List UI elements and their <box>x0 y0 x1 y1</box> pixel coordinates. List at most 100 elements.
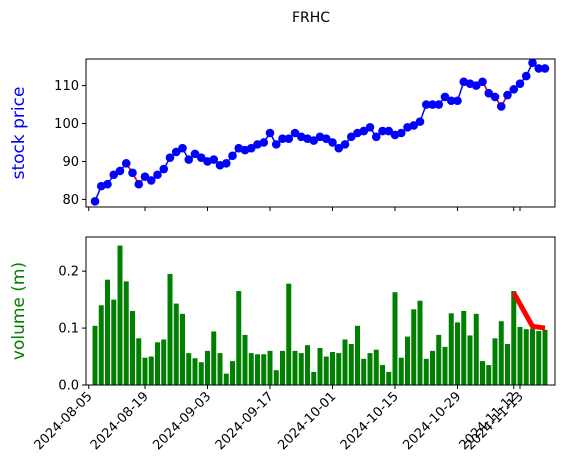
volume-bar <box>242 334 248 385</box>
price-point <box>178 143 187 153</box>
volume-bar <box>123 281 129 385</box>
price-point <box>428 100 437 109</box>
price-point <box>415 117 425 126</box>
price-point <box>209 155 219 164</box>
volume-bar <box>136 338 142 385</box>
volume-bar <box>473 313 479 385</box>
volume-bar <box>480 361 485 385</box>
x-tick-label: 2024-09-03 <box>150 389 214 453</box>
price-point <box>421 100 431 109</box>
volume-bar <box>492 338 498 385</box>
volume-bar <box>167 274 173 385</box>
price-point <box>440 92 450 102</box>
price-point <box>134 179 144 189</box>
chart-title: FRHC <box>292 10 330 26</box>
price-point <box>509 85 519 94</box>
price-point <box>309 136 319 145</box>
volume-bar <box>386 371 392 385</box>
volume-bar <box>198 362 204 385</box>
price-point <box>278 134 287 143</box>
volume-bar <box>361 358 367 385</box>
volume-bar <box>236 291 242 385</box>
price-point <box>478 77 487 87</box>
price-down-segment <box>125 162 146 186</box>
volume-bar <box>105 279 110 385</box>
volume-bar <box>542 329 548 385</box>
volume-y-tick-label: 0.1 <box>58 322 79 337</box>
price-point <box>121 159 131 168</box>
volume-bar <box>273 370 279 385</box>
x-tick-label: 2024-11-13 <box>463 389 527 453</box>
volume-bar <box>467 335 473 385</box>
volume-bar <box>505 344 510 385</box>
price-point <box>159 164 169 174</box>
volume-bar <box>130 311 135 385</box>
price-y-tick-label: 80 <box>62 193 79 208</box>
price-point <box>140 172 150 181</box>
price-point <box>284 134 294 143</box>
volume-bar <box>536 330 542 385</box>
price-point <box>334 143 344 153</box>
price-point <box>534 64 544 73</box>
x-tick-label: 2024-10-01 <box>275 389 339 453</box>
price-point <box>365 123 375 132</box>
price-panel: 80 90 100 110 stock price <box>9 58 556 211</box>
volume-bar <box>461 311 467 385</box>
x-tick-label: 2024-09-17 <box>213 389 277 453</box>
volume-bar <box>417 300 423 385</box>
volume-y-ticks: 0.0 0.1 0.2 <box>58 265 86 394</box>
volume-panel: 0.0 0.1 0.2 2024-08-052024-08-192024-09-03… <box>9 236 556 453</box>
price-point <box>384 126 394 136</box>
volume-bar <box>486 365 492 385</box>
volume-plot-frame <box>85 236 556 386</box>
volume-bar <box>298 353 304 385</box>
volume-bar <box>223 373 229 385</box>
volume-bar <box>355 325 360 385</box>
price-x-ticks <box>88 207 521 211</box>
volume-bar <box>348 344 354 385</box>
volume-bar <box>436 334 442 385</box>
volume-bar <box>392 292 398 385</box>
price-point <box>184 155 194 164</box>
price-point <box>471 81 481 90</box>
price-y-tick-label: 100 <box>54 117 79 132</box>
volume-bar <box>317 348 323 385</box>
volume-bar <box>442 346 448 385</box>
price-point <box>340 140 350 149</box>
volume-bar <box>92 325 98 385</box>
price-point <box>503 90 512 100</box>
price-plot-frame <box>85 58 556 208</box>
price-y-tick-label: 110 <box>54 79 79 94</box>
price-point <box>484 88 494 98</box>
volume-bar <box>330 351 335 385</box>
price-point <box>109 170 119 180</box>
price-point <box>490 92 500 102</box>
volume-bar <box>211 331 217 385</box>
volume-bar <box>148 356 154 385</box>
price-point <box>409 121 419 130</box>
volume-y-axis-label: volume (m) <box>9 262 29 360</box>
volume-bar <box>255 354 260 385</box>
volume-bar <box>186 353 192 385</box>
volume-bar <box>117 245 123 385</box>
volume-bar <box>530 328 535 385</box>
volume-bars <box>92 245 548 385</box>
volume-bar <box>173 303 179 385</box>
price-point <box>271 140 281 149</box>
price-point <box>165 153 175 162</box>
volume-bar <box>230 361 235 385</box>
x-tick-label: 2024-08-05 <box>32 389 96 453</box>
price-point <box>90 197 100 206</box>
volume-bar <box>498 321 504 385</box>
volume-bar <box>248 353 254 385</box>
volume-bar <box>205 350 210 385</box>
volume-bar <box>217 353 223 385</box>
volume-bar <box>342 339 348 385</box>
price-point <box>328 138 337 147</box>
volume-bar <box>142 357 148 385</box>
volume-bar <box>405 336 410 385</box>
volume-bar <box>336 353 342 385</box>
x-tick-label: 2024-10-29 <box>400 389 464 453</box>
volume-bar <box>411 309 417 385</box>
price-series <box>90 58 550 206</box>
